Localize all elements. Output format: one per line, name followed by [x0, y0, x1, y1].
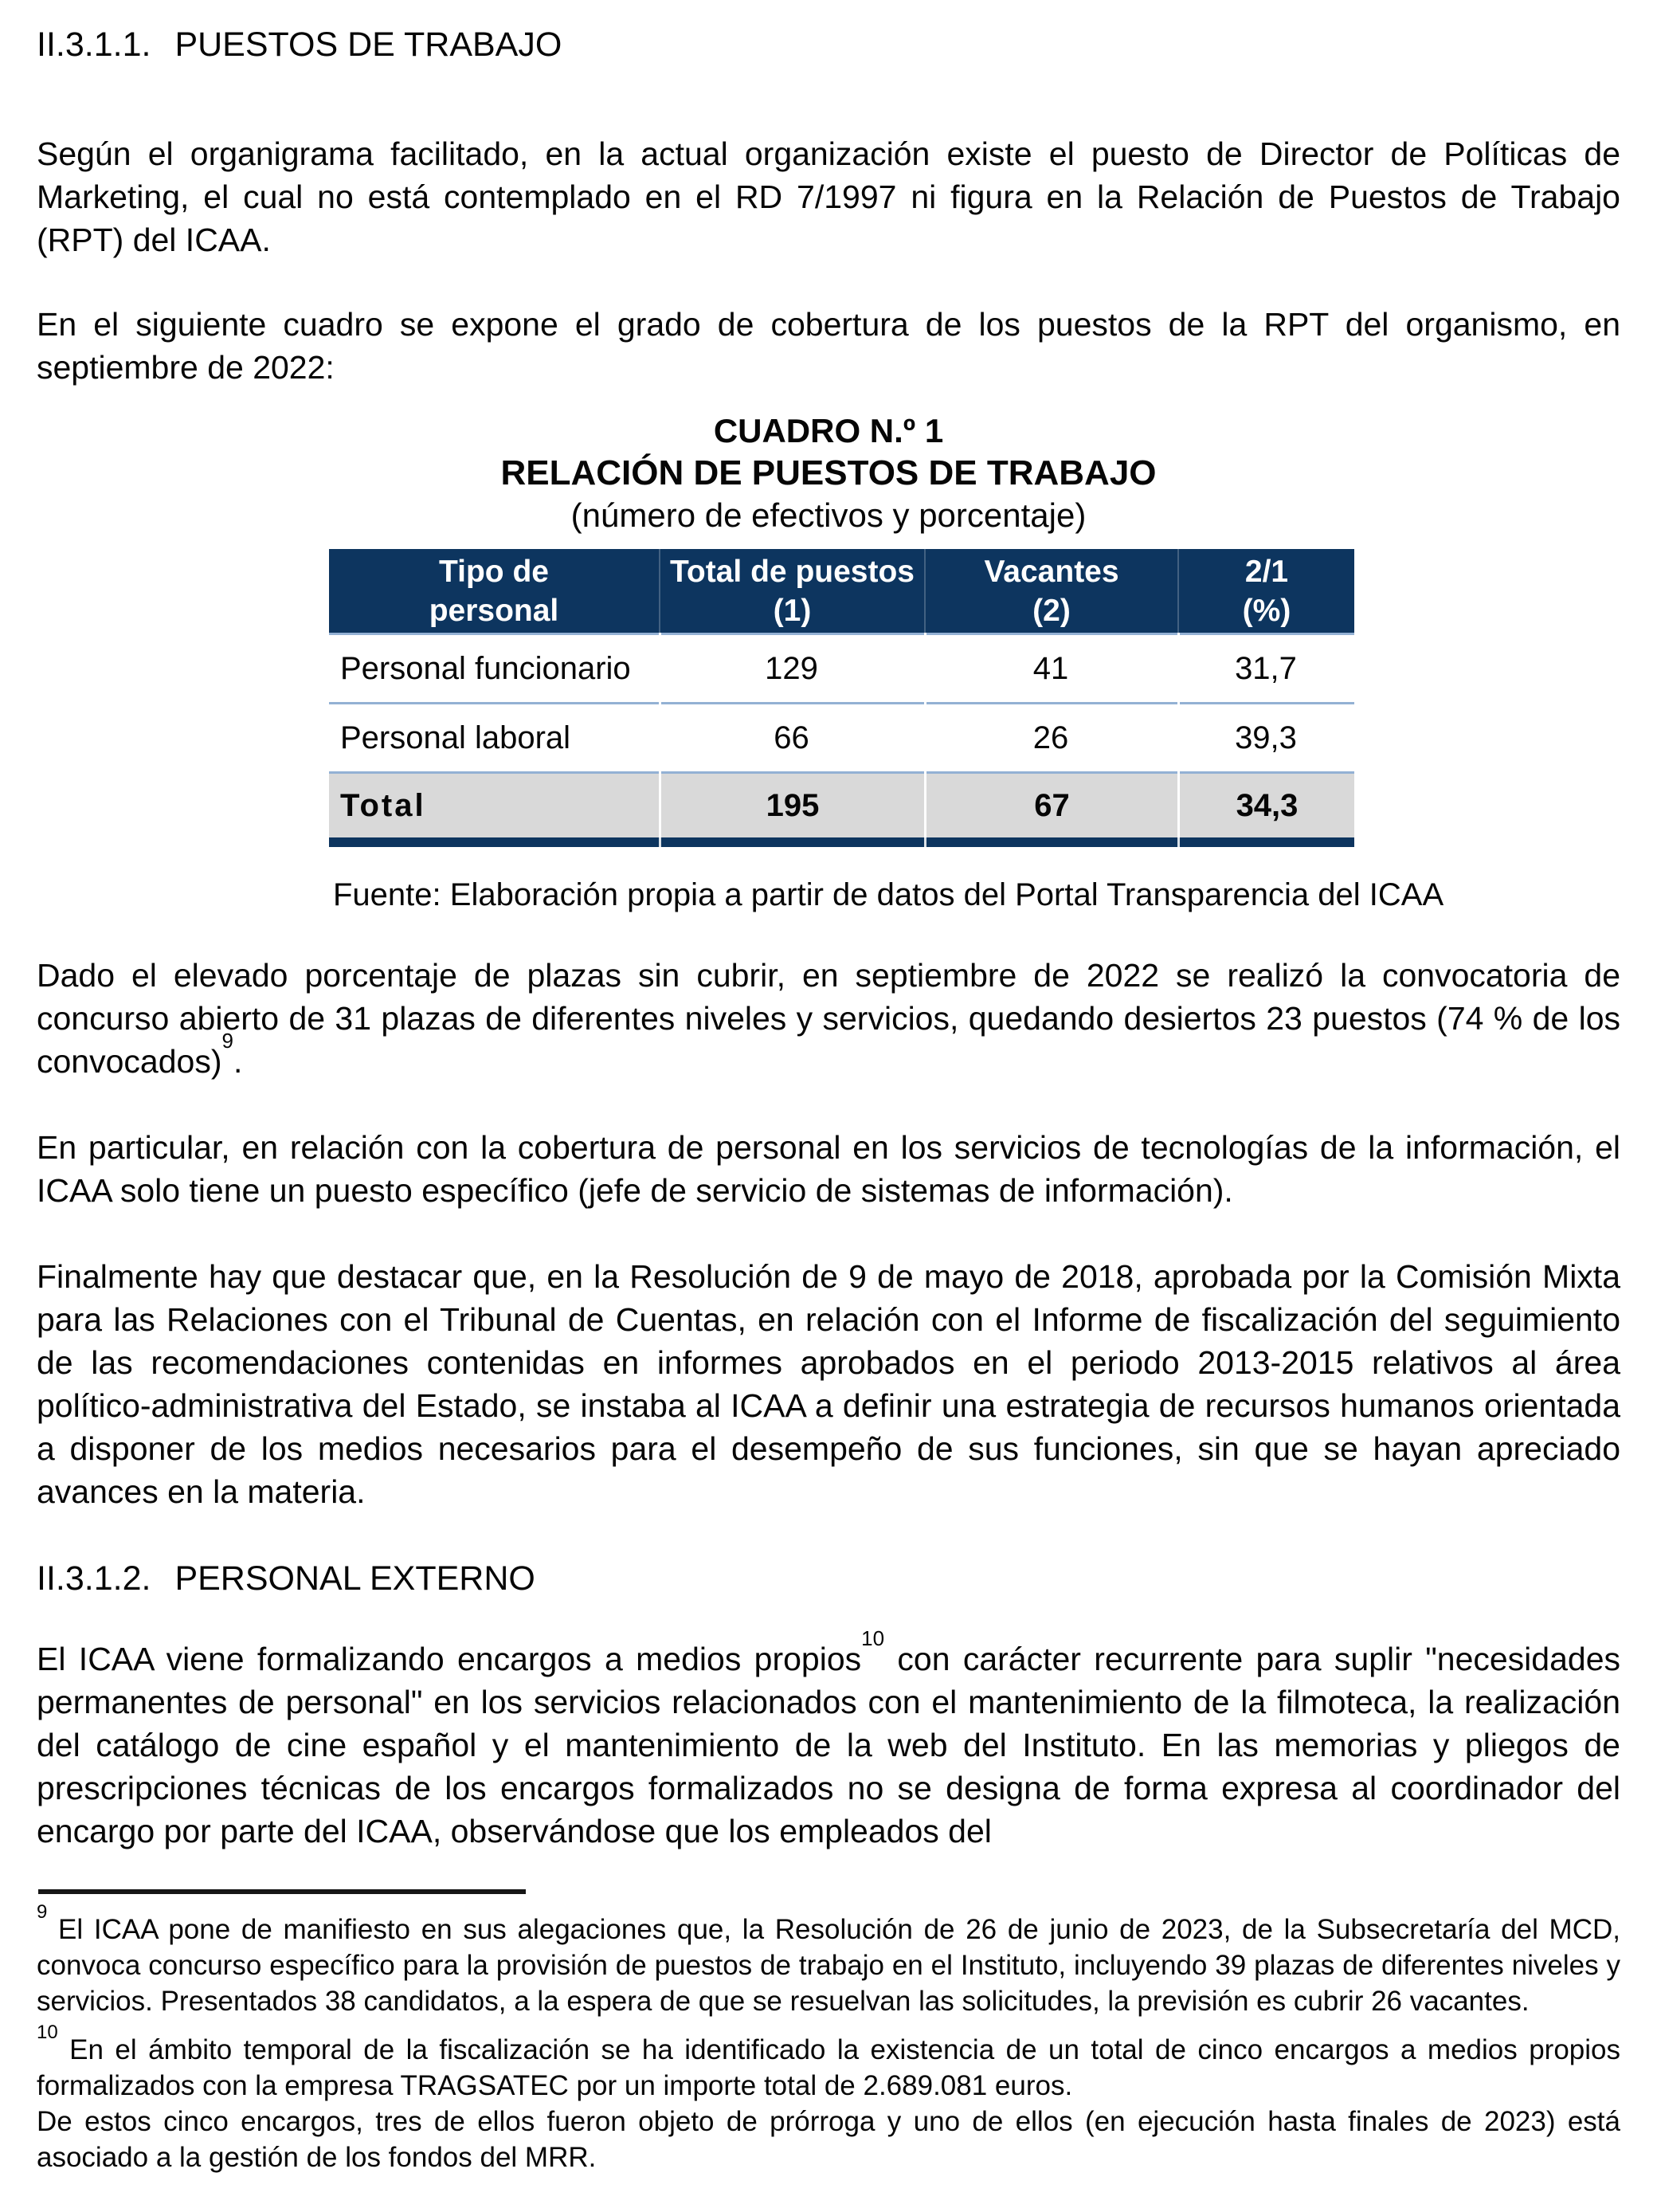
separator-segment — [659, 633, 924, 635]
table-title-main: RELACIÓN DE PUESTOS DE TRABAJO — [500, 453, 1157, 492]
table-header-tipo: Tipo de personal — [329, 549, 659, 633]
cell-total: 129 — [765, 650, 818, 686]
table-header-pct: 2/1 (%) — [1177, 549, 1354, 633]
separator-segment — [659, 771, 924, 774]
separator-segment — [924, 702, 1177, 704]
paragraph-tecnologias: En particular, en relación con la cobert… — [37, 1129, 1620, 1209]
paragraph-encargos: El ICAA viene formalizando encargos a me… — [37, 1628, 1620, 1853]
footnote-marker-9: 9 — [37, 1901, 48, 1924]
cell-tipo-total: Total — [340, 787, 426, 823]
header-line: Total de puestos — [670, 554, 915, 589]
table-title-subtitle: (número de efectivos y porcentaje) — [570, 496, 1087, 534]
header-line: (2) — [1032, 593, 1071, 628]
header-line: (1) — [773, 593, 812, 628]
section-number: II.3.1.1. — [37, 25, 151, 64]
footnote-text: De estos cinco encargos, tres de ellos f… — [37, 2106, 1620, 2173]
row-separator — [329, 771, 1354, 774]
cell-pct: 39,3 — [1235, 720, 1297, 755]
section-number: II.3.1.2. — [37, 1559, 151, 1598]
table-row-laboral: Personal laboral 66 26 39,3 — [329, 704, 1354, 771]
cell-tipo: Personal laboral — [340, 720, 571, 755]
header-line: 2/1 — [1244, 554, 1289, 589]
cell-vacantes: 67 — [924, 774, 1177, 837]
table-header-vacantes: Vacantes (2) — [924, 549, 1177, 633]
cell-tipo: Personal funcionario — [340, 650, 631, 686]
table-bottom-bar — [329, 837, 1354, 847]
header-line: Vacantes — [984, 554, 1119, 589]
table-title-block: CUADRO N.º 1 RELACIÓN DE PUESTOS DE TRAB… — [37, 410, 1620, 536]
cell-pct: 34,3 — [1177, 774, 1354, 837]
separator-segment — [659, 702, 924, 704]
row-separator — [329, 633, 1354, 635]
separator-segment — [329, 771, 659, 774]
table-header-total: Total de puestos (1) — [659, 549, 924, 633]
table-title-number: CUADRO N.º 1 — [713, 412, 944, 449]
table-row-total: Total 195 67 34,3 — [329, 774, 1354, 837]
cell-total: 66 — [774, 720, 809, 755]
separator-segment — [1177, 771, 1354, 774]
bar-segment — [329, 837, 659, 847]
table-row-funcionario: Personal funcionario 129 41 31,7 — [329, 635, 1354, 702]
separator-segment — [329, 633, 659, 635]
paragraph-convocatoria: Dado el elevado porcentaje de plazas sin… — [37, 954, 1620, 1083]
footnote-text: En el ámbito temporal de la fiscalizació… — [37, 2034, 1620, 2101]
header-line: Tipo de — [439, 554, 549, 589]
separator-segment — [924, 633, 1177, 635]
footnote-ref-10: 10 — [861, 1626, 885, 1651]
rpt-table: Tipo de personal Total de puestos (1) Va… — [329, 549, 1354, 847]
cell-vacantes: 41 — [1032, 650, 1069, 686]
section-heading-1: II.3.1.1. PUESTOS DE TRABAJO — [37, 24, 1620, 65]
paragraph-text: con carácter recurrente para suplir "nec… — [37, 1641, 1620, 1849]
row-separator — [329, 702, 1354, 704]
bar-segment — [659, 837, 924, 847]
section-title: PERSONAL EXTERNO — [174, 1559, 535, 1598]
footnote-ref-9: 9 — [221, 1029, 233, 1053]
table-header-row: Tipo de personal Total de puestos (1) Va… — [329, 549, 1354, 633]
paragraph-cuadro-intro: En el siguiente cuadro se expone el grad… — [37, 306, 1620, 386]
cell-total: 195 — [659, 774, 924, 837]
separator-segment — [1177, 633, 1354, 635]
footnote-10: 10 En el ámbito temporal de la fiscaliza… — [37, 2023, 1620, 2175]
paragraph-text: . — [233, 1043, 243, 1080]
separator-segment — [924, 771, 1177, 774]
cell-pct: 31,7 — [1235, 650, 1297, 686]
paragraph-organigrama: Según el organigrama facilitado, en la a… — [37, 135, 1620, 258]
footnote-9: 9 El ICAA pone de manifiesto en sus aleg… — [37, 1903, 1620, 2019]
paragraph-resolucion: Finalmente hay que destacar que, en la R… — [37, 1258, 1620, 1510]
bar-segment — [924, 837, 1177, 847]
header-line: personal — [429, 593, 559, 628]
footnote-text: El ICAA pone de manifiesto en sus alegac… — [37, 1914, 1620, 2017]
cell-vacantes: 26 — [1032, 720, 1069, 755]
footnote-rule — [38, 1889, 526, 1894]
section-title: PUESTOS DE TRABAJO — [174, 25, 562, 64]
separator-segment — [329, 702, 659, 704]
paragraph-text: Dado el elevado porcentaje de plazas sin… — [37, 957, 1620, 1080]
paragraph-text: El ICAA viene formalizando encargos a me… — [37, 1641, 862, 1677]
separator-segment — [1177, 702, 1354, 704]
header-line: (%) — [1242, 593, 1291, 628]
section-heading-2: II.3.1.2. PERSONAL EXTERNO — [37, 1558, 1620, 1599]
bar-segment — [1177, 837, 1354, 847]
footnote-marker-10: 10 — [37, 2022, 58, 2044]
table-source-caption: Fuente: Elaboración propia a partir de d… — [333, 877, 1444, 912]
